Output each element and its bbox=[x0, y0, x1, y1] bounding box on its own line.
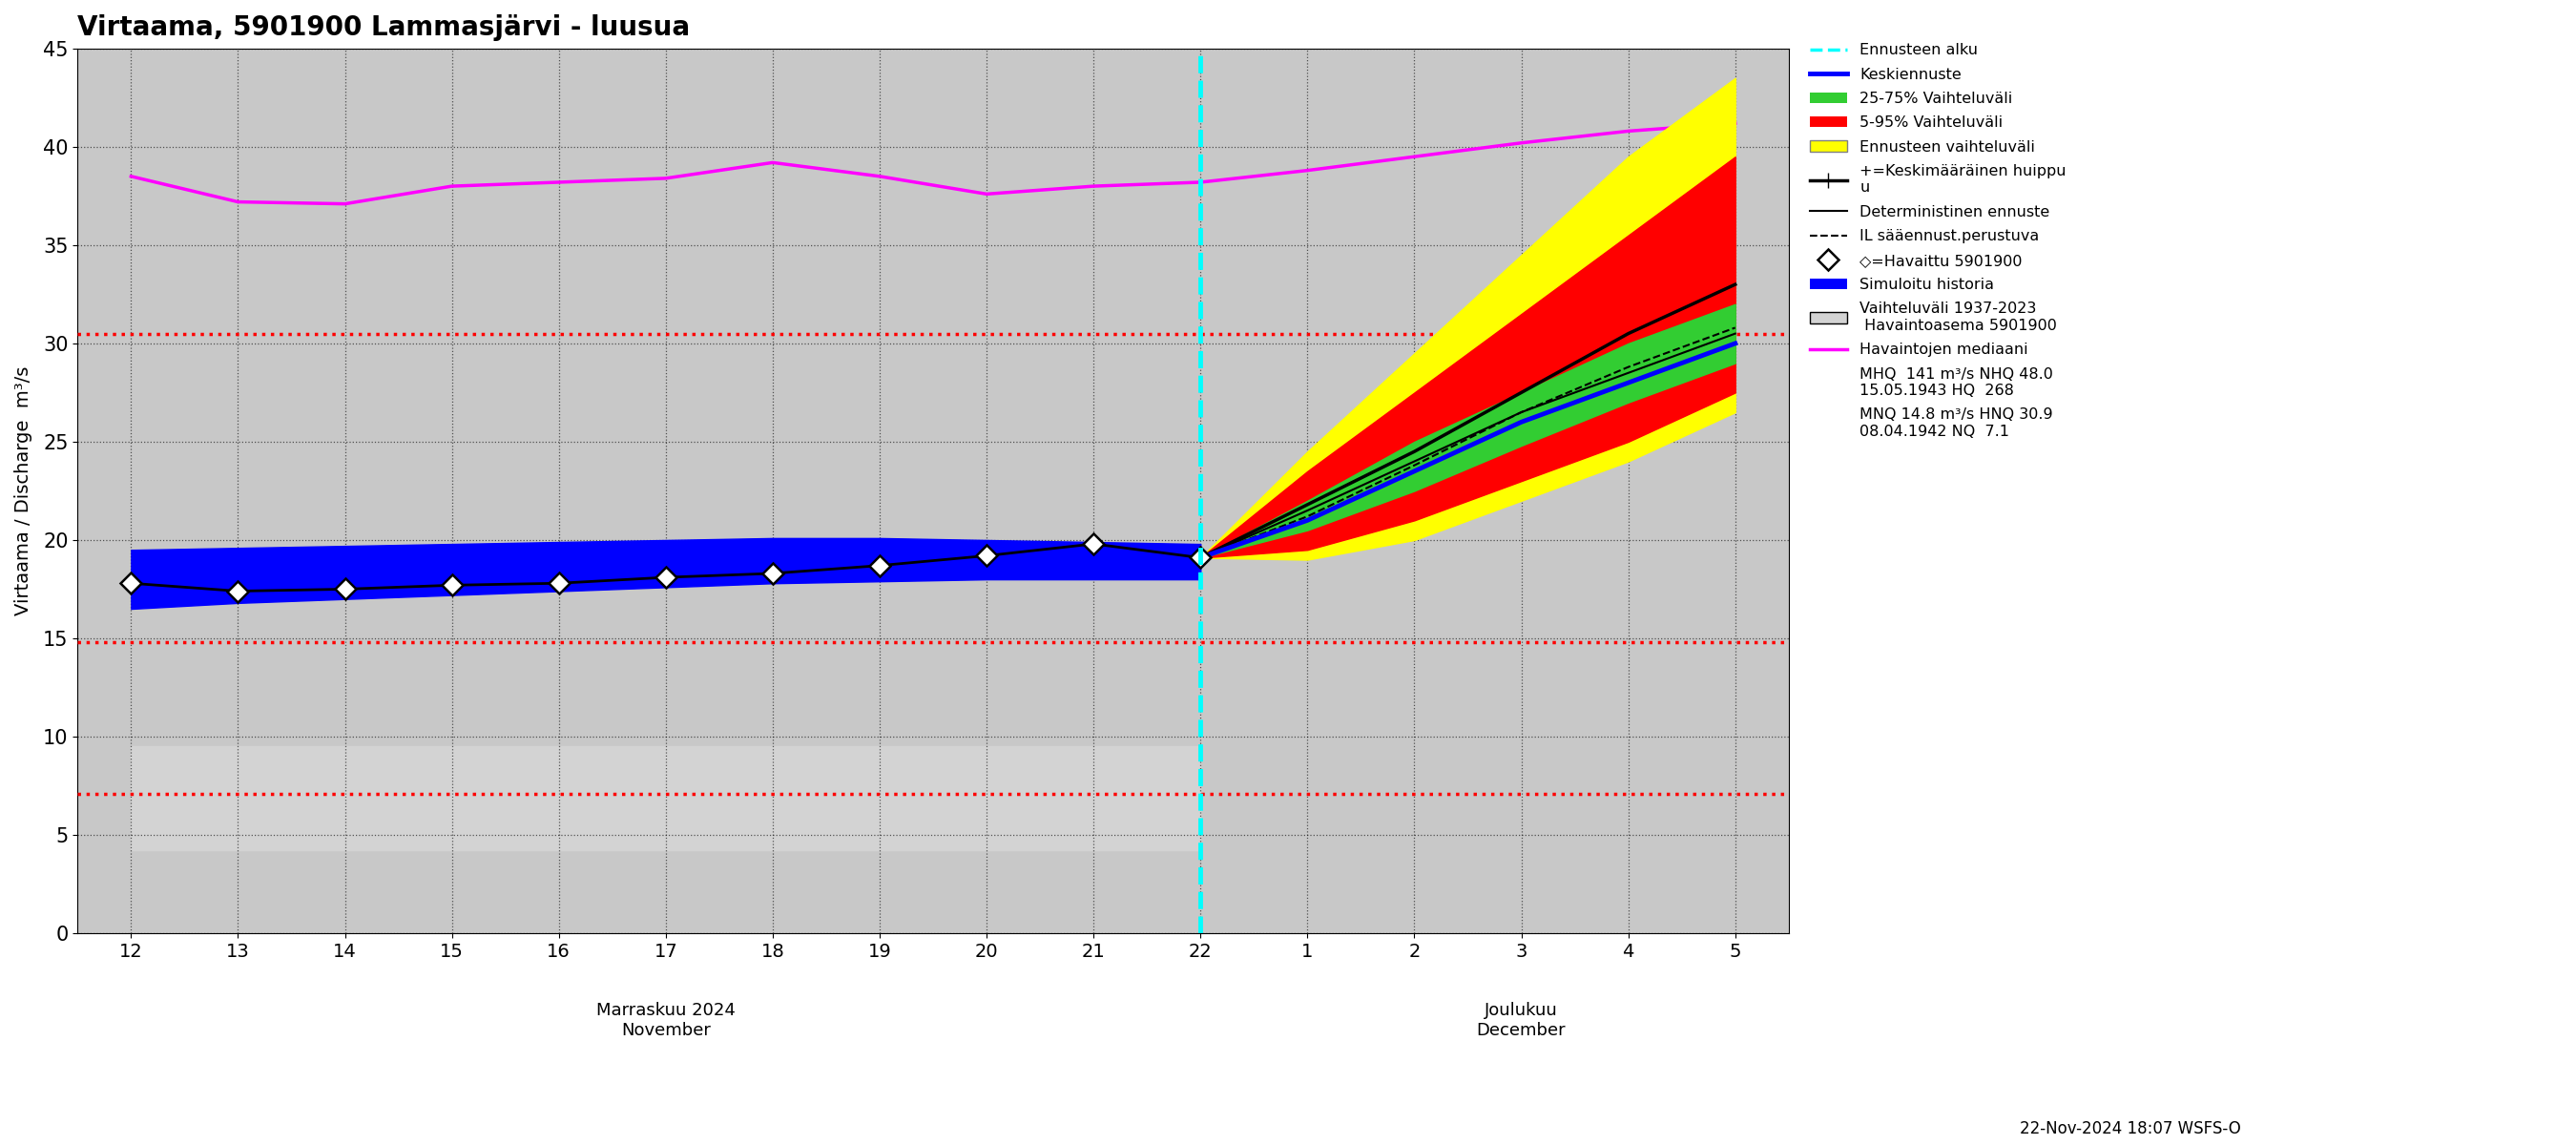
Text: Joulukuu
December: Joulukuu December bbox=[1476, 1002, 1566, 1040]
Y-axis label: Virtaama / Discharge  m³/s: Virtaama / Discharge m³/s bbox=[15, 366, 33, 616]
Text: 22-Nov-2024 18:07 WSFS-O: 22-Nov-2024 18:07 WSFS-O bbox=[2020, 1120, 2241, 1137]
Text: Marraskuu 2024
November: Marraskuu 2024 November bbox=[595, 1002, 734, 1040]
Text: Virtaama, 5901900 Lammasjärvi - luusua: Virtaama, 5901900 Lammasjärvi - luusua bbox=[77, 14, 690, 41]
Legend: Ennusteen alku, Keskiennuste, 25-75% Vaihteluväli, 5-95% Vaihteluväli, Ennusteen: Ennusteen alku, Keskiennuste, 25-75% Vai… bbox=[1806, 39, 2071, 443]
